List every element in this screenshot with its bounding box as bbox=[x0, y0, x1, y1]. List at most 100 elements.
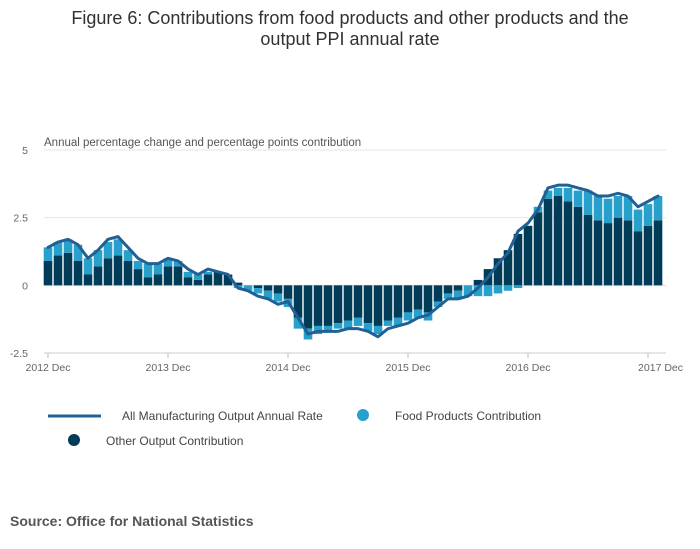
bar-other-output bbox=[353, 285, 363, 318]
bar-other-output bbox=[513, 233, 523, 286]
x-tick-label: 2014 Dec bbox=[266, 362, 311, 374]
line-group bbox=[46, 183, 660, 339]
bar-food-products bbox=[443, 293, 453, 299]
bar-other-output bbox=[233, 282, 243, 286]
bar-food-products bbox=[553, 187, 563, 197]
bar-food-products bbox=[583, 190, 593, 215]
bar-other-output bbox=[63, 252, 73, 286]
bar-food-products bbox=[83, 258, 93, 275]
legend-label-rate: All Manufacturing Output Annual Rate bbox=[122, 409, 323, 423]
x-tick-label: 2017 Dec bbox=[638, 362, 683, 374]
bar-other-output bbox=[423, 285, 433, 313]
bar-food-products bbox=[43, 247, 53, 261]
bar-food-products bbox=[383, 320, 393, 326]
legend-item-other[interactable]: Other Output Contribution bbox=[68, 434, 243, 448]
bar-food-products bbox=[263, 290, 273, 299]
bar-food-products bbox=[203, 271, 213, 275]
y-tick-label: -2.5 bbox=[10, 348, 28, 360]
bar-food-products bbox=[433, 301, 443, 307]
bar-food-products bbox=[323, 325, 333, 332]
legend-item-rate[interactable]: All Manufacturing Output Annual Rate bbox=[48, 409, 323, 423]
bar-food-products bbox=[363, 323, 373, 332]
bar-other-output bbox=[443, 285, 453, 294]
bar-other-output bbox=[103, 258, 113, 286]
bar-other-output bbox=[183, 277, 193, 286]
bar-food-products bbox=[93, 250, 103, 267]
bar-food-products bbox=[243, 285, 253, 291]
bar-food-products bbox=[413, 309, 423, 318]
x-tick-label: 2016 Dec bbox=[506, 362, 551, 374]
bars-group bbox=[43, 187, 663, 340]
bar-other-output bbox=[533, 212, 543, 286]
bar-food-products bbox=[53, 242, 63, 256]
bar-food-products bbox=[543, 190, 553, 199]
bar-other-output bbox=[383, 285, 393, 321]
bar-food-products bbox=[483, 285, 493, 297]
bar-food-products bbox=[603, 198, 613, 224]
bar-other-output bbox=[53, 255, 63, 286]
bar-other-output bbox=[373, 285, 383, 326]
bar-other-output bbox=[193, 279, 203, 286]
legend-item-food[interactable]: Food Products Contribution bbox=[357, 409, 541, 423]
legend: All Manufacturing Output Annual Rate Foo… bbox=[48, 409, 541, 448]
bar-food-products bbox=[353, 317, 363, 326]
bar-other-output bbox=[583, 214, 593, 286]
bar-other-output bbox=[43, 260, 53, 286]
bar-other-output bbox=[113, 255, 123, 286]
source-note: Source: Office for National Statistics bbox=[10, 513, 254, 529]
bar-food-products bbox=[633, 209, 643, 232]
bar-other-output bbox=[143, 277, 153, 286]
legend-food-swatch bbox=[357, 409, 369, 421]
bar-other-output bbox=[283, 285, 293, 299]
bar-other-output bbox=[633, 231, 643, 286]
bar-food-products bbox=[653, 196, 663, 221]
bar-food-products bbox=[503, 285, 513, 291]
bar-food-products bbox=[333, 323, 343, 329]
bar-other-output bbox=[453, 285, 463, 291]
y-tick-label: 0 bbox=[22, 280, 28, 292]
bar-other-output bbox=[553, 196, 563, 286]
bar-food-products bbox=[153, 263, 163, 275]
bar-other-output bbox=[173, 266, 183, 286]
bar-food-products bbox=[393, 317, 403, 326]
bar-food-products bbox=[343, 320, 353, 329]
bar-food-products bbox=[103, 242, 113, 259]
bar-other-output bbox=[133, 269, 143, 286]
chart-title-line-1: Figure 6: Contributions from food produc… bbox=[71, 8, 628, 28]
bar-other-output bbox=[413, 285, 423, 310]
bar-food-products bbox=[193, 274, 203, 280]
bar-other-output bbox=[593, 220, 603, 286]
bar-other-output bbox=[83, 274, 93, 286]
bar-other-output bbox=[623, 220, 633, 286]
bar-other-output bbox=[93, 266, 103, 286]
bar-food-products bbox=[253, 288, 263, 294]
bar-food-products bbox=[63, 239, 73, 253]
bar-other-output bbox=[613, 217, 623, 286]
y-axis-ticks: -2.5 0 2.5 5 bbox=[10, 145, 28, 360]
bar-other-output bbox=[643, 225, 653, 286]
bar-other-output bbox=[273, 285, 283, 294]
x-axis: 2012 Dec 2013 Dec 2014 Dec 2015 Dec 2016 Dec… bbox=[26, 352, 683, 374]
bar-other-output bbox=[503, 250, 513, 286]
bar-food-products bbox=[273, 293, 283, 302]
bar-other-output bbox=[473, 279, 483, 286]
bar-food-products bbox=[373, 325, 383, 335]
bar-other-output bbox=[433, 285, 443, 302]
y-tick-label: 2.5 bbox=[13, 213, 28, 225]
bar-food-products bbox=[463, 285, 473, 297]
bar-other-output bbox=[323, 285, 333, 326]
bar-food-products bbox=[573, 190, 583, 207]
bar-other-output bbox=[393, 285, 403, 318]
bar-food-products bbox=[513, 285, 523, 289]
x-tick-label: 2012 Dec bbox=[26, 362, 71, 374]
bar-other-output bbox=[303, 285, 313, 329]
bar-other-output bbox=[253, 285, 263, 289]
bar-other-output bbox=[153, 274, 163, 286]
bar-food-products bbox=[623, 196, 633, 221]
legend-label-other: Other Output Contribution bbox=[106, 434, 243, 448]
bar-food-products bbox=[113, 239, 123, 256]
bar-food-products bbox=[643, 204, 653, 226]
x-tick-label: 2013 Dec bbox=[146, 362, 191, 374]
bar-other-output bbox=[123, 260, 133, 286]
